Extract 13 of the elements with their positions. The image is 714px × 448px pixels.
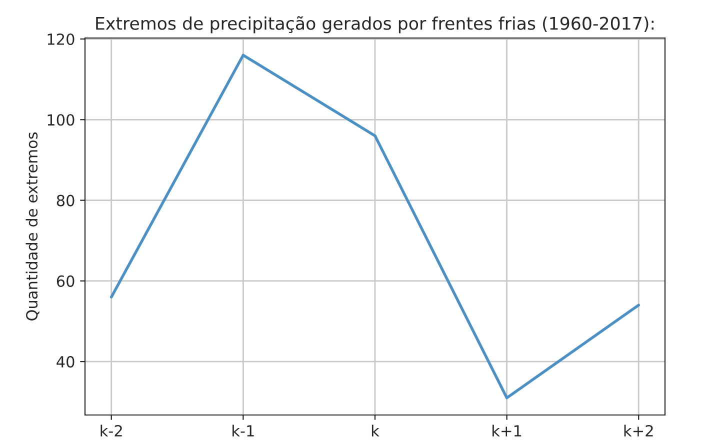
x-tick-label: k-2: [100, 424, 122, 436]
y-tick-label: 40: [56, 356, 74, 368]
y-tick-label: 120: [48, 33, 74, 46]
y-tick-label: 60: [56, 275, 74, 287]
x-tick-label: k-1: [232, 424, 254, 436]
x-tick-label: k: [372, 424, 380, 436]
y-tick-label: 80: [56, 194, 74, 206]
x-tick-label: k+1: [492, 424, 522, 436]
chart-title: Extremos de precipitação gerados por frentes frias (1960-2017):: [96, 16, 654, 34]
x-tick-label: k+2: [624, 424, 653, 436]
y-tick-label: 100: [48, 114, 74, 126]
y-axis-title: Quantidade de extremos: [26, 132, 40, 320]
line-series: [110, 54, 640, 400]
